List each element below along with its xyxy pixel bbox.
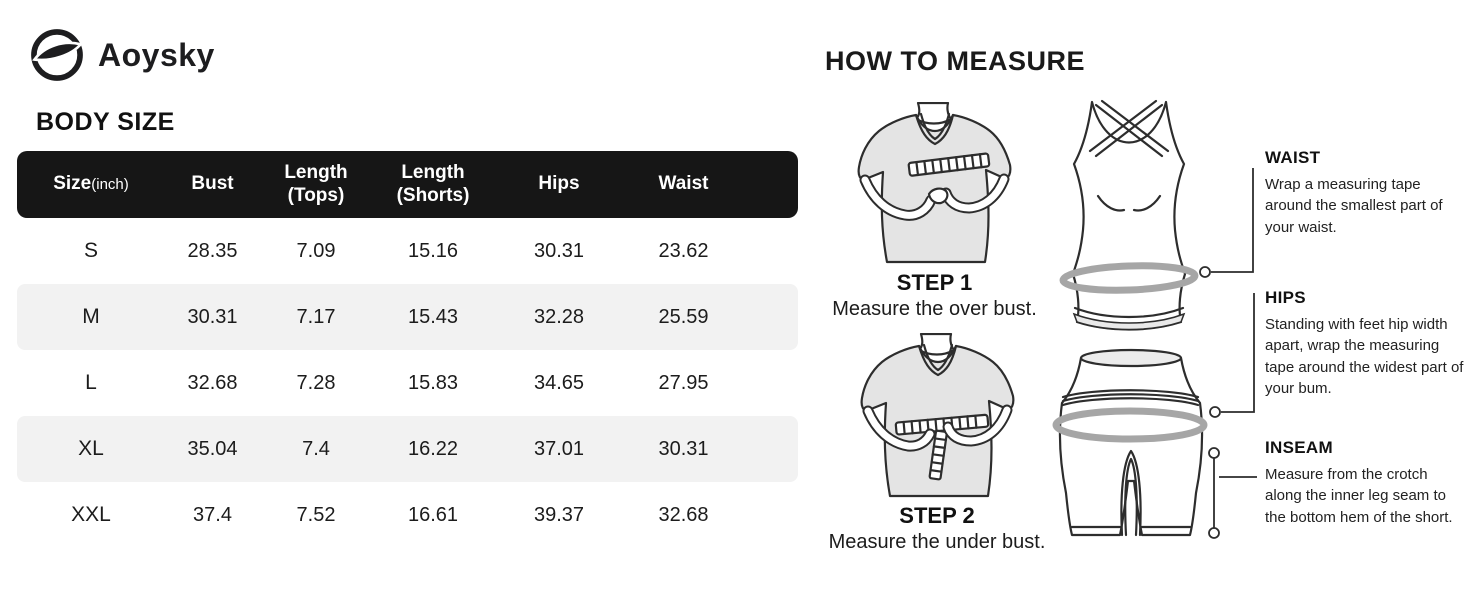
cell-hips: 30.31 bbox=[533, 239, 585, 262]
waist-description: Wrap a measuring tape around the smalles… bbox=[1265, 176, 1443, 236]
shorts-illustration bbox=[1052, 348, 1208, 537]
body-size-title: BODY SIZE bbox=[36, 108, 175, 136]
inseam-label-block: INSEAM Measure from the crotch along the… bbox=[1265, 438, 1464, 528]
cell-length-shorts: 15.16 bbox=[407, 239, 459, 262]
cell-length-tops: 7.28 bbox=[296, 371, 336, 394]
cell-bust: 37.4 bbox=[193, 503, 232, 526]
cell-size: S bbox=[83, 239, 98, 262]
cell-hips: 34.65 bbox=[533, 371, 585, 394]
cell-waist: 23.62 bbox=[658, 239, 709, 262]
swoosh-circle-icon bbox=[31, 29, 84, 81]
col-header-size: Size(inch) bbox=[53, 173, 129, 195]
step1-text: Measure the over bust. bbox=[832, 298, 1037, 320]
tank-top-illustration bbox=[1059, 99, 1199, 331]
step2-caption: STEP 2 Measure the under bust. bbox=[807, 503, 1067, 554]
step1-overbust-illustration bbox=[857, 102, 1012, 264]
inseam-description: Measure from the crotch along the inner … bbox=[1265, 466, 1453, 526]
cell-hips: 39.37 bbox=[533, 503, 585, 526]
body-size-table: Size(inch) Bust Length (Tops) Length (Sh… bbox=[17, 151, 798, 548]
col-header-length-tops: Length (Tops) bbox=[284, 162, 348, 206]
cell-hips: 37.01 bbox=[533, 437, 585, 460]
cell-bust: 32.68 bbox=[187, 371, 238, 394]
table-row-xl: XL 35.04 7.4 16.22 37.01 30.31 bbox=[17, 416, 798, 482]
cell-length-tops: 7.09 bbox=[296, 239, 336, 262]
how-to-measure-title: HOW TO MEASURE bbox=[825, 46, 1086, 76]
brand-name: Aoysky bbox=[98, 36, 215, 73]
col-header-hips: Hips bbox=[538, 173, 580, 195]
col-header-waist: Waist bbox=[658, 173, 709, 195]
hips-label-block: HIPS Standing with feet hip width apart,… bbox=[1265, 288, 1464, 399]
cell-length-tops: 7.4 bbox=[302, 437, 330, 460]
hips-heading: HIPS bbox=[1265, 288, 1306, 307]
inseam-heading: INSEAM bbox=[1265, 438, 1333, 457]
cell-size: XXL bbox=[71, 503, 111, 526]
table-row-m: M 30.31 7.17 15.43 32.28 25.59 bbox=[17, 284, 798, 350]
step1-caption: STEP 1 Measure the over bust. bbox=[807, 270, 1062, 321]
cell-waist: 30.31 bbox=[658, 437, 709, 460]
connector-lines bbox=[1199, 168, 1257, 539]
step2-label: STEP 2 bbox=[899, 503, 975, 528]
cell-length-tops: 7.52 bbox=[296, 503, 336, 526]
table-row-s: S 28.35 7.09 15.16 30.31 23.62 bbox=[17, 218, 798, 284]
brand-logo: Aoysky bbox=[30, 28, 215, 82]
step1-label: STEP 1 bbox=[896, 270, 973, 295]
cell-size: M bbox=[82, 305, 100, 328]
step2-text: Measure the under bust. bbox=[828, 531, 1046, 553]
cell-length-shorts: 15.43 bbox=[407, 305, 459, 328]
cell-bust: 28.35 bbox=[187, 239, 238, 262]
col-header-bust: Bust bbox=[191, 173, 234, 195]
cell-length-shorts: 16.61 bbox=[407, 503, 459, 526]
table-header-row: Size(inch) Bust Length (Tops) Length (Sh… bbox=[17, 151, 798, 218]
waist-heading: WAIST bbox=[1265, 148, 1321, 167]
cell-waist: 25.59 bbox=[658, 305, 709, 328]
cell-length-shorts: 15.83 bbox=[407, 371, 459, 394]
table-row-l: L 32.68 7.28 15.83 34.65 27.95 bbox=[17, 350, 798, 416]
hips-description: Standing with feet hip width apart, wrap… bbox=[1265, 316, 1464, 397]
cell-length-shorts: 16.22 bbox=[407, 437, 459, 460]
cell-bust: 30.31 bbox=[187, 305, 238, 328]
waist-label-block: WAIST Wrap a measuring tape around the s… bbox=[1265, 148, 1464, 238]
col-header-length-shorts: Length (Shorts) bbox=[396, 162, 470, 206]
cell-size: XL bbox=[78, 437, 104, 460]
cell-hips: 32.28 bbox=[533, 305, 585, 328]
cell-length-tops: 7.17 bbox=[296, 305, 336, 328]
cell-waist: 27.95 bbox=[658, 371, 709, 394]
cell-waist: 32.68 bbox=[658, 503, 709, 526]
cell-bust: 35.04 bbox=[187, 437, 238, 460]
table-row-xxl: XXL 37.4 7.52 16.61 39.37 32.68 bbox=[17, 482, 798, 548]
cell-size: L bbox=[85, 371, 97, 394]
step2-underbust-illustration bbox=[860, 333, 1015, 498]
